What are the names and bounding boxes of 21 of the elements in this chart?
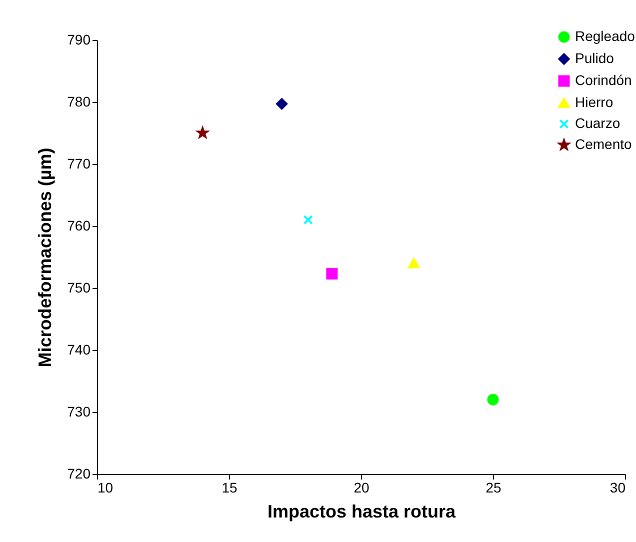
x-tick-label: 25	[486, 480, 502, 496]
y-tick-label: 730	[67, 404, 91, 420]
y-axis-title: Microdeformaciones (µm)	[35, 148, 56, 368]
legend-label: Corindón	[575, 72, 632, 88]
y-tick-label: 780	[67, 94, 91, 110]
y-tick-label: 720	[67, 466, 91, 482]
x-tick-label: 15	[222, 480, 238, 496]
y-tick-label: 740	[67, 342, 91, 358]
legend-label: Cemento	[575, 136, 632, 152]
legend-label: Pulido	[575, 50, 614, 66]
x-tick-label: 20	[354, 480, 370, 496]
y-tick-label: 790	[67, 32, 91, 48]
legend-label: Hierro	[575, 94, 614, 110]
y-tick-label: 770	[67, 156, 91, 172]
legend-label: Regleado	[575, 28, 636, 44]
x-tick-label: 10	[98, 480, 114, 496]
x-tick-label: 30	[610, 480, 626, 496]
x-axis-title: Impactos hasta rotura	[267, 502, 457, 522]
y-tick-label: 760	[67, 218, 91, 234]
y-tick-label: 750	[67, 280, 91, 296]
legend-label: Cuarzo	[575, 115, 620, 131]
